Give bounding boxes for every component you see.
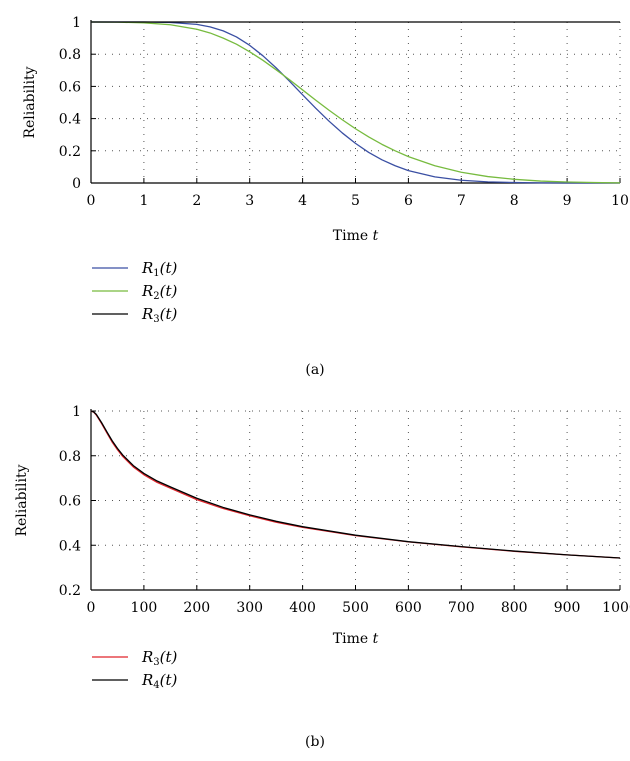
- panel-a-y-tick-label: 1: [72, 15, 81, 31]
- panel-b-x-tick-label: 200: [183, 600, 210, 616]
- panel-a-x-tick-label: 4: [298, 193, 307, 209]
- panel-a-y-tick-label: 0.6: [59, 79, 81, 95]
- panel-b-x-tick-label: 0: [87, 600, 96, 616]
- panel-b-series: [90, 410, 621, 559]
- panel-a-x-tick-label: 7: [457, 193, 466, 209]
- panel-b-x-tick-label: 900: [554, 600, 581, 616]
- panel-a-x-tick-label: 5: [351, 193, 360, 209]
- panel-a-x-tick-label: 2: [192, 193, 201, 209]
- panel-a-x-tick-label: 1: [139, 193, 148, 209]
- panel-b-x-tick-label: 800: [501, 600, 528, 616]
- panel-b-x-tick-label: 700: [448, 600, 475, 616]
- panel-b-x-tick-label: 100: [131, 600, 158, 616]
- panel-a-x-axis-label: Time t: [333, 228, 379, 244]
- panel-a-series-line-1: [91, 21, 620, 184]
- panel-b-y-tick-label: 1: [72, 404, 81, 420]
- panel-a-y-axis-label: Reliability: [22, 66, 38, 138]
- panel-b-x-tick-label: 600: [395, 600, 422, 616]
- panel-b-series-line-1: [90, 410, 621, 559]
- panel-a-series: [90, 21, 621, 184]
- chart-panel-a: 0 1 2 3 4 5 6 7 8 9 10 0 0.2 0.4 0.6 0.8 1 Time t Reliabil…: [22, 15, 629, 378]
- panel-a-x-tick-label: 8: [510, 193, 519, 209]
- panel-a-grid: [90, 21, 621, 184]
- panel-b-y-tick-label: 0.6: [59, 494, 81, 510]
- panel-b-legend-label-2: R4(t): [141, 671, 178, 691]
- panel-b-y-tick-label: 0.8: [59, 449, 81, 465]
- panel-a-x-tick-label: 0: [87, 193, 96, 209]
- panel-a-legend-label-1: R1(t): [141, 259, 178, 279]
- panel-b-legend: R3(t) R4(t): [92, 648, 178, 691]
- panel-b-legend-label-1: R3(t): [141, 648, 178, 668]
- panel-a-caption: (a): [305, 362, 324, 378]
- panel-a-x-tick-label: 10: [611, 193, 629, 209]
- panel-b-x-tick-label: 400: [289, 600, 316, 616]
- panel-a-axes: 0 1 2 3 4 5 6 7 8 9 10 0 0.2 0.4 0.6 0.8 1: [59, 15, 629, 209]
- panel-a-x-tick-label: 3: [245, 193, 254, 209]
- panel-a-y-tick-label: 0.8: [59, 47, 81, 63]
- panel-a-legend-label-2: R2(t): [141, 282, 178, 302]
- panel-b-y-tick-label: 0.2: [59, 583, 81, 599]
- panel-b-y-tick-label: 0.4: [59, 538, 81, 554]
- panel-a-x-axis-variable: t: [373, 228, 379, 244]
- panel-a-y-tick-label: 0.4: [59, 112, 81, 128]
- panel-b-caption: (b): [305, 734, 325, 750]
- panel-b-x-axis-label: Time t: [333, 631, 379, 647]
- panel-a-y-tick-label: 0: [72, 176, 81, 192]
- panel-b-x-tick-label: 500: [342, 600, 369, 616]
- panel-b-x-tick-label: 300: [236, 600, 263, 616]
- panel-a-series-line-2: [90, 21, 621, 184]
- panel-b-x-axis-variable: t: [373, 631, 379, 647]
- panel-a-x-tick-label: 9: [563, 193, 572, 209]
- panel-b-y-axis-label: Reliability: [14, 464, 30, 536]
- panel-b-series-line-2: [90, 410, 621, 559]
- panel-b-grid: [90, 410, 621, 591]
- panel-a-y-tick-label: 0.2: [59, 144, 81, 160]
- panel-a-legend: R1(t) R2(t) R3(t): [92, 259, 178, 325]
- panel-a-legend-label-3: R3(t): [141, 305, 178, 325]
- panel-a-x-tick-label: 6: [404, 193, 413, 209]
